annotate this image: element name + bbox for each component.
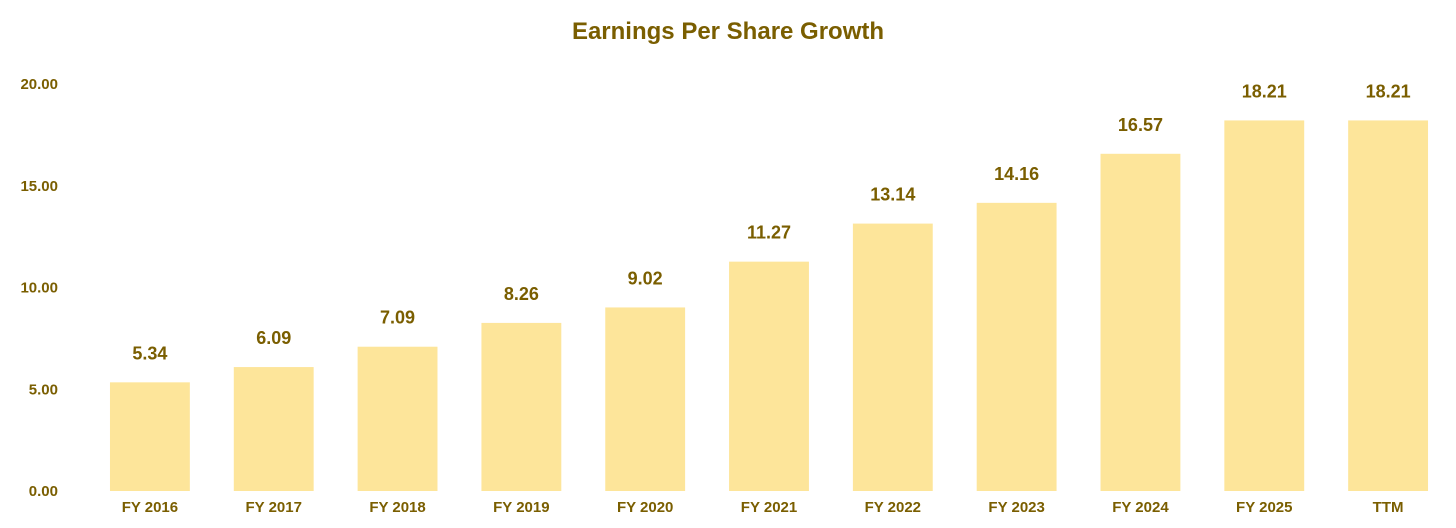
- bars: [109, 120, 1429, 491]
- data-label: 11.27: [747, 223, 791, 243]
- data-label: 8.26: [504, 284, 539, 304]
- bar: [976, 202, 1057, 491]
- bar: [357, 346, 438, 491]
- data-label: 5.34: [132, 343, 167, 363]
- data-label: 16.57: [1118, 115, 1163, 135]
- data-labels: 5.34 6.09 7.09 8.26 9.02 11.27 13.14 14.16 16.57…: [132, 81, 1410, 363]
- bar: [481, 322, 562, 491]
- y-tick-label: 10.00: [20, 280, 58, 297]
- bar: [852, 223, 933, 491]
- x-tick-label: TTM: [1373, 499, 1404, 516]
- data-label: 18.21: [1242, 81, 1287, 101]
- y-tick-label: 5.00: [29, 381, 58, 398]
- bar: [729, 261, 809, 491]
- data-label: 6.09: [256, 328, 291, 348]
- x-tick-label: FY 2024: [1112, 499, 1169, 516]
- x-tick-label: FY 2016: [122, 499, 178, 516]
- x-tick-label: FY 2023: [988, 499, 1044, 516]
- bar: [233, 367, 314, 491]
- chart-title: Earnings Per Share Growth: [571, 18, 885, 45]
- bar: [1100, 153, 1181, 491]
- x-axis: FY 2016 FY 2017 FY 2018 FY 2019 FY 2020 FY 20…: [122, 499, 1404, 516]
- x-tick-label: FY 2022: [865, 499, 921, 516]
- data-label: 7.09: [380, 308, 415, 328]
- data-label: 9.02: [628, 268, 663, 288]
- y-axis: 0.00 5.00 10.00 15.00 20.00: [20, 76, 58, 500]
- data-label: 18.21: [1366, 81, 1411, 101]
- bar: [605, 307, 686, 491]
- y-tick-label: 20.00: [20, 76, 58, 93]
- data-label: 13.14: [870, 185, 915, 205]
- x-tick-label: FY 2017: [246, 499, 302, 516]
- y-tick-label: 0.00: [29, 483, 58, 500]
- x-tick-label: FY 2019: [493, 499, 549, 516]
- x-tick-label: FY 2018: [369, 499, 425, 516]
- bar: [109, 382, 190, 491]
- x-tick-label: FY 2021: [741, 499, 797, 516]
- x-tick-label: FY 2020: [617, 499, 673, 516]
- bar: [1224, 120, 1305, 491]
- bar: [1348, 120, 1429, 491]
- x-tick-label: FY 2025: [1236, 499, 1292, 516]
- y-tick-label: 15.00: [20, 178, 58, 195]
- data-label: 14.16: [994, 164, 1039, 184]
